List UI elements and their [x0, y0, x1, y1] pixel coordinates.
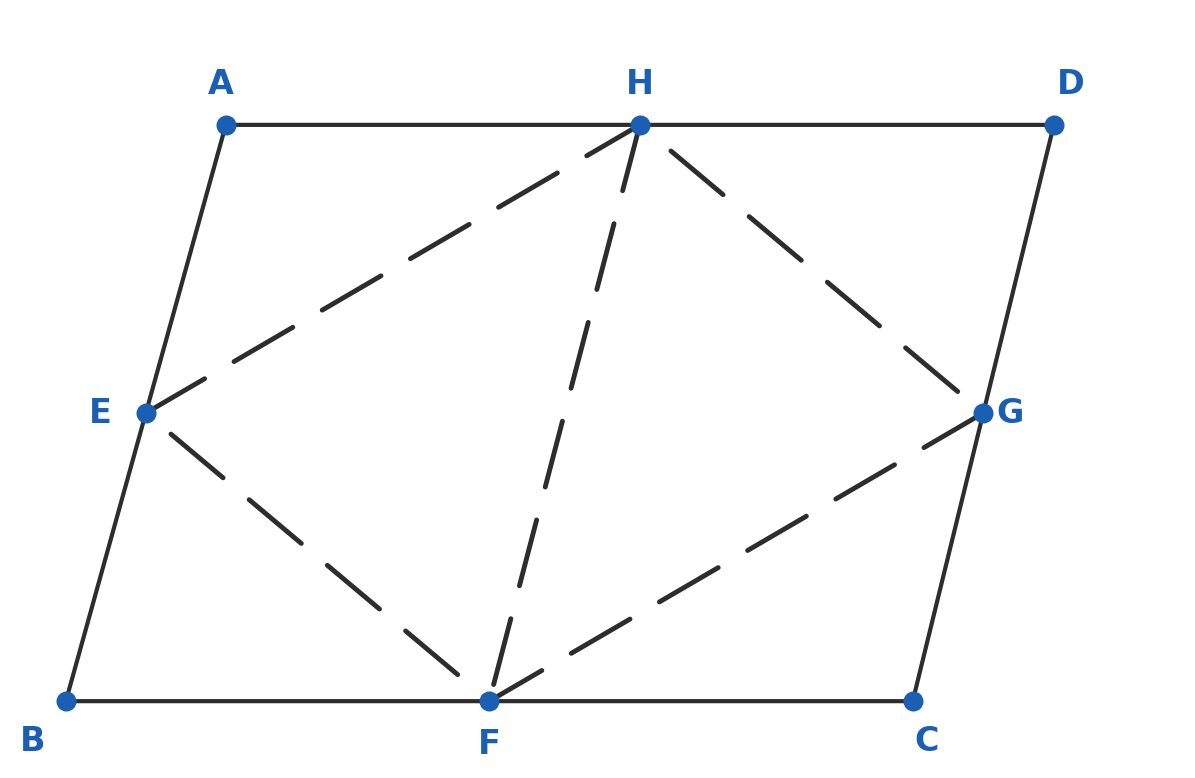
- Text: B: B: [20, 725, 45, 758]
- Point: [974, 407, 993, 419]
- Point: [56, 695, 75, 707]
- Point: [136, 407, 155, 419]
- Text: F: F: [478, 728, 501, 761]
- Point: [479, 695, 498, 707]
- Text: C: C: [914, 725, 939, 758]
- Text: E: E: [90, 397, 112, 429]
- Text: D: D: [1056, 68, 1085, 101]
- Text: G: G: [995, 397, 1023, 429]
- Text: H: H: [626, 68, 654, 101]
- Point: [216, 118, 235, 131]
- Text: A: A: [208, 68, 234, 101]
- Point: [903, 695, 923, 707]
- Point: [630, 118, 649, 131]
- Point: [1044, 118, 1064, 131]
